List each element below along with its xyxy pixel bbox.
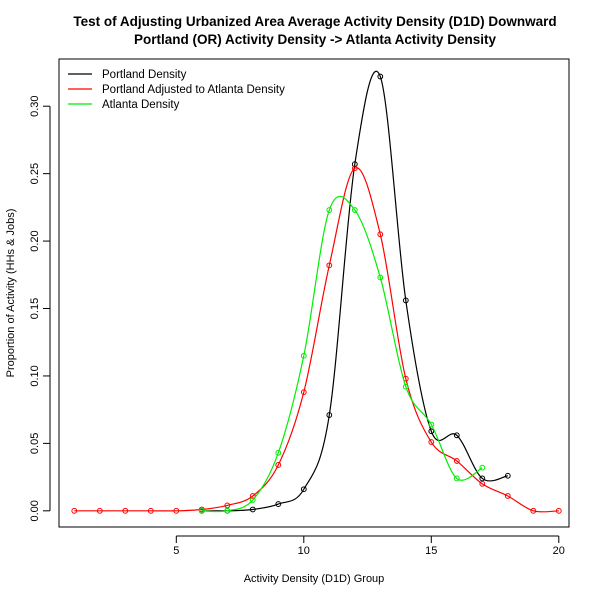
data-point — [530, 507, 537, 514]
y-tick-label: 0.15 — [29, 298, 41, 319]
data-point — [555, 507, 562, 514]
data-point — [224, 502, 231, 509]
data-point — [249, 506, 256, 513]
y-tick-label: 0.20 — [29, 230, 41, 251]
data-point — [428, 421, 435, 428]
data-point — [428, 428, 435, 435]
y-tick-label: 0.10 — [29, 365, 41, 386]
data-point — [275, 449, 282, 456]
legend-entry: Atlanta Density — [102, 99, 180, 111]
data-point — [402, 383, 409, 390]
data-point — [249, 497, 256, 503]
data-point — [122, 507, 129, 514]
y-tick-label: 0.05 — [29, 433, 41, 454]
series-layer — [71, 70, 562, 514]
data-point — [96, 507, 103, 514]
data-point — [326, 412, 333, 418]
legend-entry: Portland Adjusted to Atlanta Density — [102, 84, 285, 96]
data-point — [147, 507, 154, 514]
data-point — [326, 262, 333, 269]
data-point — [377, 274, 384, 281]
data-point — [300, 352, 307, 359]
data-point — [402, 297, 409, 304]
data-point — [504, 472, 511, 479]
data-point — [351, 165, 358, 172]
series-3 — [198, 195, 486, 514]
data-point — [71, 507, 78, 514]
data-point — [351, 207, 358, 213]
series-2 — [71, 165, 562, 514]
data-point — [377, 231, 384, 238]
data-point — [453, 475, 460, 482]
chart-title: Test of Adjusting Urbanized Area Average… — [73, 14, 556, 29]
x-tick-label: 5 — [173, 545, 179, 557]
y-axis: 0.00 0.05 0.10 0.15 0.20 0.25 0.30 — [29, 95, 51, 522]
x-tick-label: 20 — [553, 545, 565, 557]
data-point — [479, 480, 486, 487]
data-point — [504, 493, 511, 499]
data-point — [428, 439, 435, 445]
series-line — [74, 167, 559, 513]
y-tick-label: 0.30 — [29, 95, 41, 116]
legend-entry: Portland Density — [102, 69, 187, 81]
x-tick-label: 10 — [298, 545, 310, 557]
data-point — [377, 73, 384, 80]
data-point — [326, 207, 333, 213]
legend: Portland Density Portland Adjusted to Atl… — [68, 69, 285, 111]
series-line — [201, 70, 508, 512]
chart-subtitle: Portland (OR) Activity Density -> Atlant… — [134, 32, 496, 47]
x-axis: 5 10 15 20 — [173, 535, 565, 557]
data-point — [300, 389, 307, 396]
data-point — [275, 501, 282, 507]
data-point — [275, 462, 282, 468]
data-point — [198, 507, 205, 514]
series-1 — [198, 70, 511, 514]
data-point — [453, 432, 460, 439]
series-line — [201, 195, 483, 513]
y-axis-label: Proportion of Activity (HHs & Jobs) — [5, 209, 17, 378]
y-tick-label: 0.00 — [29, 500, 41, 521]
data-point — [224, 507, 231, 514]
plot-frame — [58, 58, 570, 528]
x-tick-label: 15 — [425, 545, 437, 557]
data-point — [173, 507, 180, 514]
y-tick-label: 0.25 — [29, 163, 41, 184]
data-point — [300, 486, 307, 493]
data-point — [479, 475, 486, 482]
data-point — [479, 464, 486, 471]
data-point — [249, 493, 256, 499]
data-point — [351, 161, 358, 168]
x-axis-label: Activity Density (D1D) Group — [244, 573, 385, 585]
data-point — [453, 458, 460, 464]
